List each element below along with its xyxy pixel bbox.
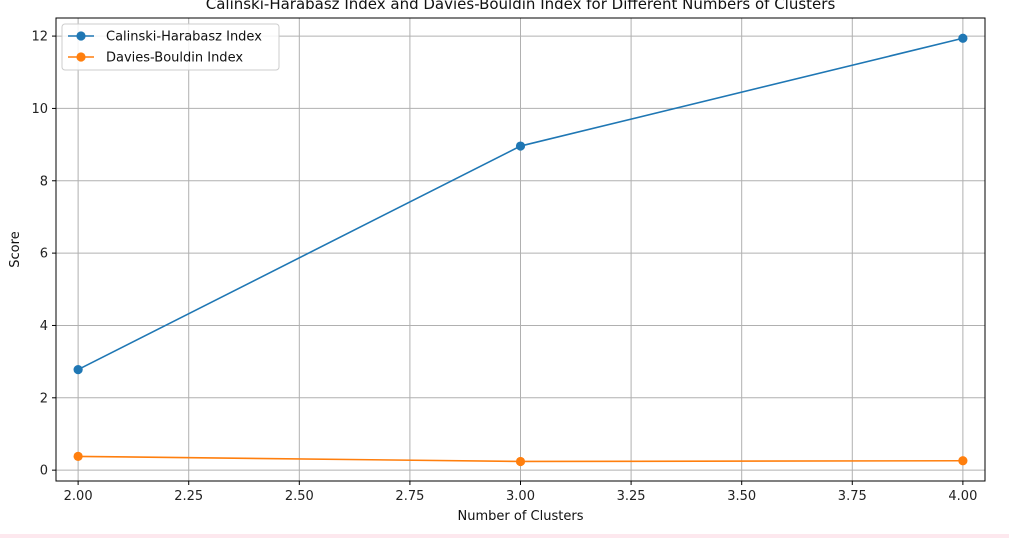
y-tick-label: 4	[40, 319, 48, 334]
data-point	[515, 141, 526, 151]
x-tick-label: 2.75	[395, 489, 424, 504]
legend-marker	[76, 31, 86, 41]
y-tick-label: 12	[31, 30, 48, 45]
legend-marker	[76, 52, 86, 62]
y-tick-label: 8	[40, 174, 48, 189]
x-tick-label: 3.75	[838, 489, 867, 504]
data-point	[73, 364, 83, 375]
y-axis-title: Score	[8, 231, 23, 267]
y-tick-label: 6	[40, 247, 48, 262]
grid-lines	[56, 18, 985, 481]
x-tick-label: 3.50	[727, 489, 756, 504]
data-point	[73, 451, 83, 462]
y-tick-label: 10	[31, 102, 48, 117]
y-axis-ticks: 0 2 4 6 8 10 12	[31, 30, 56, 479]
x-tick-label: 2.00	[64, 489, 93, 504]
legend: Calinski-Harabasz Index Davies-Bouldin In…	[61, 23, 280, 71]
x-tick-label: 2.25	[174, 489, 203, 504]
legend-label: Calinski-Harabasz Index	[106, 30, 262, 45]
series-1	[73, 451, 968, 467]
data-point	[958, 33, 968, 43]
x-tick-label: 4.00	[948, 489, 977, 504]
legend-item: Calinski-Harabasz Index	[68, 30, 262, 45]
bottom-strip	[0, 534, 1009, 538]
x-axis-ticks: 2.00 2.25 2.50 2.75 3.00 3.25 3.50 3.75 4.00	[64, 481, 977, 504]
series-0	[73, 33, 968, 375]
legend-label: Davies-Bouldin Index	[106, 51, 243, 66]
legend-box	[61, 23, 280, 71]
x-tick-label: 3.00	[506, 489, 535, 504]
data-point	[958, 456, 968, 466]
chart-title: Calinski-Harabasz Index and Davies-Bould…	[206, 0, 836, 13]
x-axis-title: Number of Clusters	[458, 509, 584, 524]
x-tick-label: 3.25	[617, 489, 646, 504]
x-tick-label: 2.50	[285, 489, 314, 504]
legend-item: Davies-Bouldin Index	[68, 51, 243, 66]
y-tick-label: 0	[40, 464, 48, 479]
series-layer	[73, 33, 968, 467]
y-tick-label: 2	[40, 391, 48, 406]
data-point	[515, 456, 526, 467]
